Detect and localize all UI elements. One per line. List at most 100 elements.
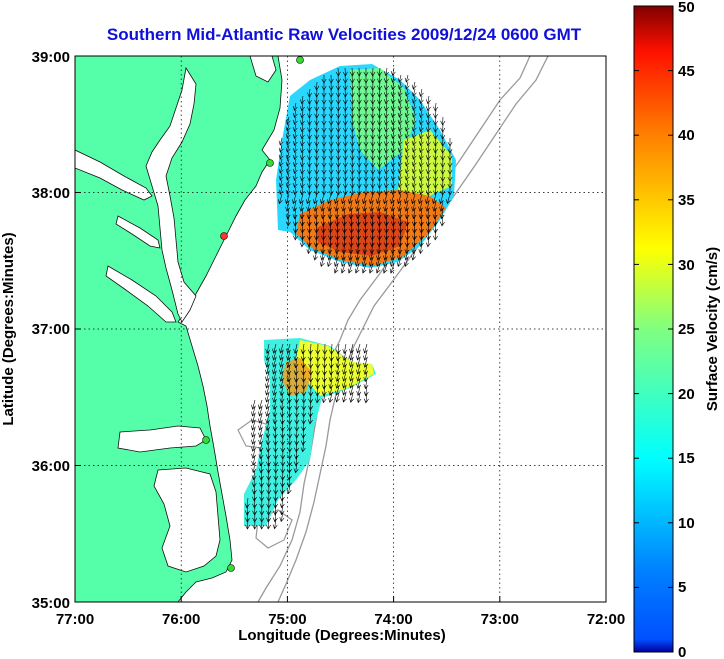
- velocity-arrow: [272, 378, 277, 389]
- y-tick-label: 35:00: [32, 595, 70, 612]
- velocity-arrow: [335, 343, 341, 355]
- velocity-arrow: [292, 207, 298, 220]
- velocity-arrow: [314, 109, 320, 119]
- velocity-arrow: [300, 441, 306, 453]
- velocity-arrow: [397, 207, 403, 220]
- x-tick-label: 74:00: [374, 611, 412, 628]
- velocity-arrow: [440, 144, 446, 154]
- velocity-arrow: [285, 172, 291, 181]
- velocity-arrow: [377, 144, 383, 154]
- velocity-arrow: [307, 116, 313, 126]
- velocity-arrow: [349, 151, 355, 161]
- velocity-arrow: [390, 67, 396, 77]
- velocity-arrow: [265, 378, 270, 389]
- velocity-arrow: [335, 385, 340, 396]
- velocity-arrow: [369, 242, 375, 255]
- velocity-arrow: [411, 81, 417, 90]
- velocity-arrow: [259, 483, 265, 495]
- velocity-arrow: [370, 102, 376, 112]
- velocity-arrow: [335, 88, 341, 98]
- velocity-arrow: [418, 123, 424, 133]
- velocity-arrow: [265, 371, 270, 382]
- velocity-arrow: [397, 165, 403, 174]
- velocity-arrow: [314, 221, 319, 234]
- velocity-arrow: [342, 385, 347, 396]
- velocity-arrow: [376, 207, 382, 220]
- velocity-arrow: [265, 434, 271, 446]
- velocity-arrow: [403, 256, 409, 268]
- velocity-arrow: [354, 193, 360, 205]
- velocity-arrow: [418, 158, 424, 168]
- velocity-arrow: [405, 221, 410, 234]
- velocity-arrow: [314, 130, 320, 140]
- velocity-arrow: [433, 137, 439, 147]
- velocity-arrow: [313, 235, 319, 248]
- velocity-arrow: [285, 186, 291, 195]
- velocity-arrow: [319, 256, 325, 268]
- velocity-arrow: [252, 490, 257, 502]
- velocity-arrow: [335, 151, 341, 161]
- velocity-arrow: [368, 263, 374, 274]
- velocity-arrow: [433, 144, 439, 154]
- velocity-arrow: [377, 228, 382, 241]
- velocity-arrow: [426, 228, 431, 241]
- velocity-arrow: [272, 427, 278, 439]
- velocity-arrow: [287, 406, 293, 418]
- velocity-arrow: [342, 151, 348, 161]
- velocity-arrow: [245, 518, 251, 530]
- velocity-arrow: [314, 102, 320, 112]
- velocity-arrow: [292, 158, 298, 167]
- velocity-arrow: [418, 165, 424, 175]
- velocity-arrow: [314, 116, 320, 126]
- velocity-arrow: [377, 88, 383, 98]
- velocity-arrow: [278, 165, 284, 174]
- velocity-arrow: [433, 179, 439, 189]
- velocity-arrow: [335, 67, 341, 77]
- velocity-arrow: [398, 228, 403, 241]
- velocity-arrow: [279, 406, 285, 418]
- velocity-arrow: [292, 179, 298, 188]
- velocity-arrow: [348, 235, 354, 248]
- velocity-arrow: [369, 207, 375, 220]
- velocity-arrow: [342, 116, 348, 126]
- velocity-arrow: [341, 207, 347, 220]
- rappahannock-river: [115, 215, 161, 249]
- velocity-arrow: [382, 256, 388, 268]
- colorbar-tick-label: 30: [678, 257, 695, 274]
- velocity-arrow: [377, 109, 383, 119]
- velocity-arrow: [321, 228, 326, 241]
- velocity-arrow: [299, 235, 305, 248]
- velocity-arrow: [425, 144, 431, 154]
- velocity-arrow: [361, 256, 367, 268]
- velocity-arrow: [411, 179, 417, 188]
- velocity-arrow: [431, 193, 437, 205]
- velocity-arrow: [293, 371, 299, 383]
- velocity-arrow: [377, 221, 382, 234]
- velocity-arrow: [376, 235, 382, 248]
- colorbar-tick-label: 40: [678, 127, 695, 144]
- velocity-arrow: [285, 123, 291, 132]
- velocity-arrow: [348, 214, 354, 227]
- velocity-arrow: [355, 214, 361, 227]
- colorbar-tick-label: 20: [678, 386, 695, 403]
- velocity-arrow: [313, 214, 319, 227]
- velocity-arrow: [307, 172, 313, 182]
- velocity-arrow: [305, 193, 311, 205]
- velocity-arrow: [383, 130, 389, 140]
- velocity-arrow: [370, 151, 376, 161]
- velocity-arrow: [349, 378, 354, 389]
- velocity-arrow: [383, 151, 389, 161]
- velocity-arrow: [370, 165, 376, 175]
- velocity-arrow: [307, 88, 313, 98]
- velocity-arrow: [369, 214, 375, 227]
- velocity-arrow: [301, 420, 307, 432]
- velocity-arrow: [329, 350, 334, 362]
- velocity-arrow: [333, 193, 339, 205]
- velocity-arrow: [349, 350, 354, 361]
- velocity-arrow: [377, 137, 383, 147]
- velocity-arrow: [335, 116, 341, 126]
- velocity-arrow: [342, 144, 348, 154]
- velocity-arrow: [417, 193, 423, 205]
- velocity-arrow: [383, 158, 389, 168]
- velocity-arrow: [433, 130, 439, 140]
